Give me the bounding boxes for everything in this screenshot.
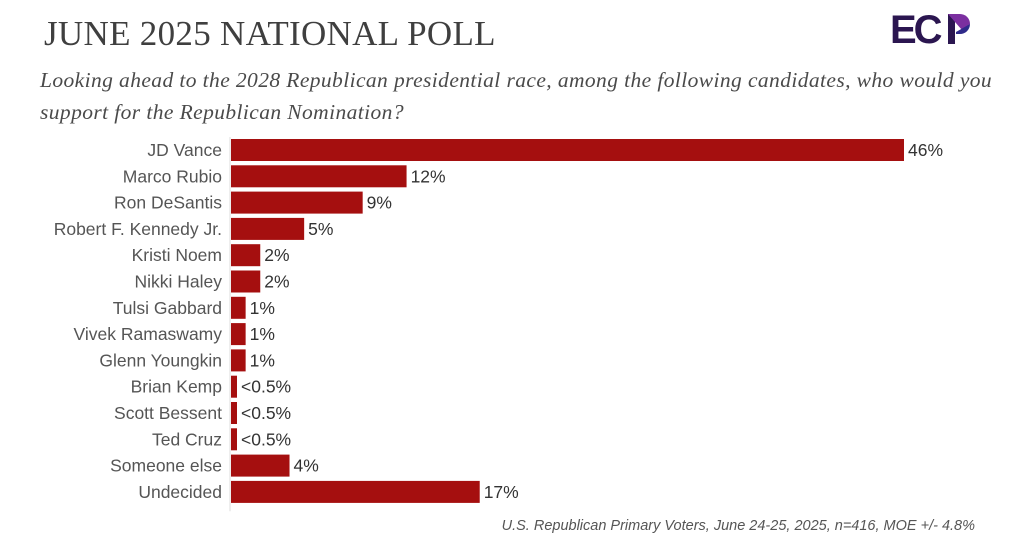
bar (231, 244, 261, 267)
bar (231, 349, 246, 372)
data-label: 17% (484, 482, 519, 502)
category-label: Nikki Haley (134, 272, 222, 292)
category-label: Brian Kemp (131, 377, 222, 397)
bar (231, 270, 261, 293)
data-label: <0.5% (241, 403, 291, 423)
bar (231, 428, 237, 451)
bar-row: Ron DeSantis 9% (114, 191, 392, 214)
logo-p-stem (948, 14, 955, 44)
category-label: Robert F. Kennedy Jr. (54, 219, 222, 239)
bar-row: Tulsi Gabbard 1% (113, 296, 275, 319)
ecp-logo: EC (890, 10, 970, 46)
bar (231, 454, 290, 477)
data-label: 46% (908, 140, 943, 160)
data-label: 4% (294, 456, 319, 476)
category-label: Vivek Ramaswamy (74, 324, 223, 344)
logo-p-accent-navy (956, 24, 970, 34)
data-label: 1% (250, 324, 275, 344)
bar (231, 323, 246, 346)
category-label: Ron DeSantis (114, 193, 222, 213)
bar-row: Kristi Noem 2% (132, 244, 290, 267)
category-label: Marco Rubio (123, 166, 222, 186)
data-label: <0.5% (241, 377, 291, 397)
bar-row: Glenn Youngkin 1% (99, 349, 275, 372)
bar-row: JD Vance 46% (147, 139, 943, 161)
chart-subtitle: Looking ahead to the 2028 Republican pre… (40, 68, 993, 124)
bar (231, 139, 904, 161)
category-label: Tulsi Gabbard (113, 298, 222, 318)
category-label: Undecided (138, 482, 222, 502)
data-label: 12% (411, 166, 446, 186)
data-label: 9% (367, 193, 392, 213)
bar (231, 480, 480, 503)
bar-row: Undecided 17% (138, 480, 519, 503)
category-label: Someone else (110, 456, 222, 476)
bar-row: Ted Cruz <0.5% (152, 428, 291, 451)
bar (231, 165, 407, 188)
bar-row: Marco Rubio 12% (123, 165, 446, 188)
data-label: 5% (308, 219, 333, 239)
category-label: Glenn Youngkin (99, 350, 222, 370)
chart-title: JUNE 2025 NATIONAL POLL (44, 14, 496, 53)
bar (231, 402, 237, 424)
bar (231, 375, 237, 398)
bar (231, 191, 363, 214)
bar-row: Vivek Ramaswamy 1% (74, 323, 275, 346)
bar (231, 296, 246, 319)
logo-p-accent-purple (948, 14, 970, 30)
bar-row: Someone else 4% (110, 454, 319, 477)
category-label: JD Vance (147, 140, 222, 160)
bar-row: Scott Bessent <0.5% (114, 402, 291, 424)
bar (231, 217, 305, 240)
data-label: 1% (250, 350, 275, 370)
source-footnote: U.S. Republican Primary Voters, June 24-… (501, 518, 975, 534)
data-label: 2% (264, 272, 289, 292)
bar-row: Brian Kemp <0.5% (131, 375, 291, 398)
data-label: 2% (264, 245, 289, 265)
category-label: Scott Bessent (114, 403, 222, 423)
category-label: Kristi Noem (132, 245, 222, 265)
bar-row: Nikki Haley 2% (134, 270, 290, 293)
category-label: Ted Cruz (152, 429, 222, 449)
bar-row: Robert F. Kennedy Jr. 5% (54, 217, 333, 240)
data-label: 1% (250, 298, 275, 318)
logo-letters: EC (890, 10, 942, 46)
data-label: <0.5% (241, 429, 291, 449)
